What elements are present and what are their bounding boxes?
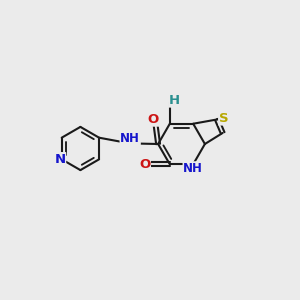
Text: S: S xyxy=(219,112,229,125)
Text: H: H xyxy=(169,94,180,107)
Text: NH: NH xyxy=(183,162,203,175)
Text: O: O xyxy=(139,158,150,171)
Text: NH: NH xyxy=(120,131,140,145)
Text: O: O xyxy=(148,113,159,126)
Text: N: N xyxy=(54,153,65,166)
